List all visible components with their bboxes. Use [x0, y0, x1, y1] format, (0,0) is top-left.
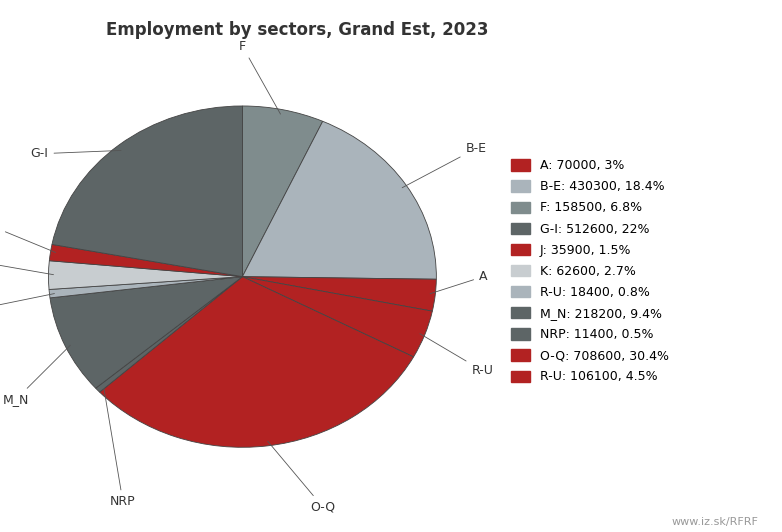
- Text: F: F: [239, 40, 281, 114]
- Wedge shape: [52, 106, 242, 277]
- Text: Employment by sectors, Grand Est, 2023: Employment by sectors, Grand Est, 2023: [106, 21, 489, 39]
- Text: O-Q: O-Q: [267, 441, 335, 513]
- Text: A: A: [430, 270, 487, 294]
- Wedge shape: [242, 106, 323, 277]
- Wedge shape: [242, 277, 432, 357]
- Wedge shape: [95, 277, 242, 392]
- Text: M_N: M_N: [2, 345, 70, 406]
- Text: J: J: [0, 222, 56, 253]
- Wedge shape: [242, 277, 436, 311]
- Wedge shape: [48, 261, 242, 289]
- Legend: A: 70000, 3%, B-E: 430300, 18.4%, F: 158500, 6.8%, G-I: 512600, 22%, J: 35900, 1: A: 70000, 3%, B-E: 430300, 18.4%, F: 158…: [506, 154, 674, 388]
- Text: www.iz.sk/RFRF: www.iz.sk/RFRF: [672, 517, 759, 527]
- Text: G-I: G-I: [30, 147, 121, 160]
- Text: L: L: [0, 294, 55, 314]
- Wedge shape: [99, 277, 414, 447]
- Text: R-U: R-U: [420, 334, 493, 377]
- Text: NRP: NRP: [104, 388, 136, 509]
- Wedge shape: [242, 121, 436, 279]
- Text: K: K: [0, 256, 53, 275]
- Wedge shape: [50, 277, 242, 388]
- Wedge shape: [49, 244, 242, 277]
- Wedge shape: [49, 277, 242, 298]
- Text: B-E: B-E: [402, 142, 486, 188]
